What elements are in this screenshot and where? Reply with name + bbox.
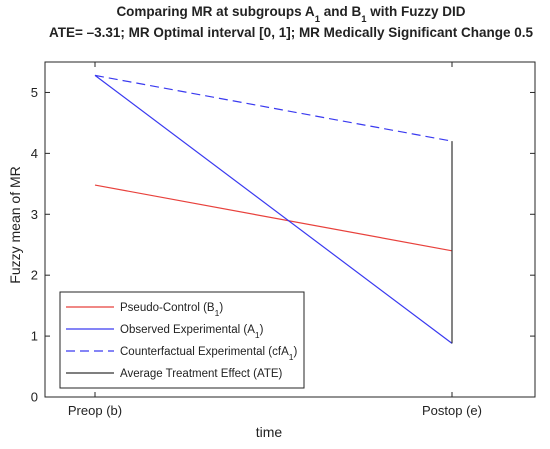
series-lines [94,74,453,344]
x-tick-label: Postop (e) [422,403,482,418]
y-tick-label: 3 [31,207,38,222]
legend-label-ate: Average Treatment Effect (ATE) [120,368,283,380]
x-axis-label: time [256,424,283,440]
x-tick-label: Preop (b) [68,403,122,418]
plot-frame [44,61,536,398]
chart-title-line2: ATE= –3.31; MR Optimal interval [0, 1]; … [49,25,533,40]
y-tick-label: 4 [31,146,38,161]
y-tick-label: 1 [31,329,38,344]
y-tick-label: 2 [31,268,38,283]
legend: Pseudo-Control (B1) Observed Experimental… [59,291,305,389]
legend-label-observed-experimental: Observed Experimental (A1) [120,324,264,340]
chart-title-line1: Comparing MR at subgroups A1 and B1 with… [116,4,465,25]
legend-box [59,291,305,389]
series-line-counterfactual-experimental [94,74,453,142]
y-tick-label: 5 [31,85,38,100]
tick-labels: 0 1 2 3 4 5 Preop (b) Postop (e) [31,85,482,418]
axes [44,61,536,398]
series-line-observed-experimental [94,74,453,344]
legend-label-counterfactual-experimental: Counterfactual Experimental (cfA1) [120,346,297,362]
y-axis-label: Fuzzy mean of MR [7,166,23,283]
legend-label-pseudo-control: Pseudo-Control (B1) [120,302,223,318]
y-tick-label: 0 [31,390,38,405]
series-line-pseudo-control [94,184,453,252]
